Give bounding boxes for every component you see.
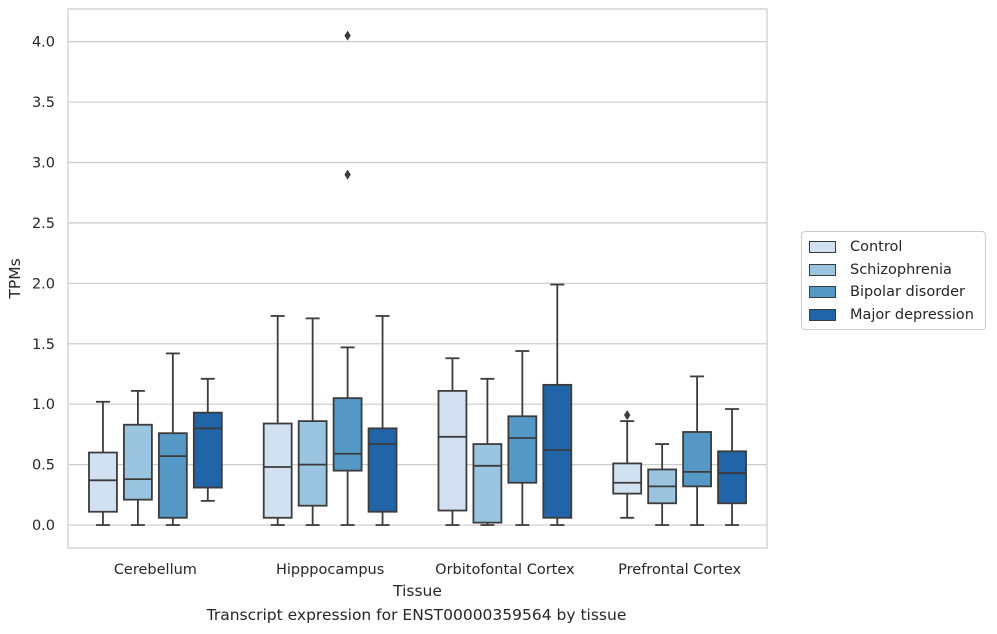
legend-swatch (809, 286, 836, 299)
legend-label: Schizophrenia (850, 261, 952, 278)
legend: Control Schizophrenia Bipolar disorder Majo… (801, 231, 986, 330)
y-tick-label: 0.5 (32, 458, 55, 474)
box-major-depression (717, 408, 747, 526)
iqr-box (612, 462, 643, 495)
iqr-box (367, 427, 398, 513)
outlier-point (344, 169, 351, 180)
iqr-box (332, 397, 363, 472)
legend-item: Control (802, 236, 985, 259)
x-tick-label: Prefrontal Cortex (618, 562, 741, 578)
box-control (262, 315, 293, 526)
box-schizophrenia (647, 443, 678, 526)
legend-item: Schizophrenia (802, 259, 985, 282)
iqr-box (682, 431, 712, 488)
iqr-box (542, 383, 573, 519)
y-tick-label: 3.0 (32, 155, 55, 171)
box-bipolar-disorder (332, 30, 363, 526)
outlier-point (344, 30, 351, 41)
y-axis: 0.0 0.5 1.0 1.5 2.0 2.5 3.0 3.5 4.0 (32, 35, 55, 534)
x-axis-label: Tissue (392, 582, 442, 600)
legend-label: Control (850, 239, 903, 256)
legend-swatch (809, 263, 836, 276)
y-tick-label: 4.0 (32, 35, 55, 51)
box-schizophrenia (472, 377, 503, 526)
iqr-box (472, 443, 503, 524)
legend-swatch (809, 308, 836, 321)
legend-swatch (809, 241, 836, 254)
box-major-depression (367, 315, 398, 526)
y-tick-label: 1.0 (32, 397, 55, 413)
box-schizophrenia (297, 317, 328, 526)
box-control (88, 400, 118, 526)
y-tick-label: 0.0 (32, 518, 55, 534)
legend-item: Bipolar disorder (802, 281, 985, 304)
plot-area (88, 30, 747, 526)
legend-label: Bipolar disorder (850, 284, 965, 301)
iqr-box (262, 422, 293, 519)
y-axis-label: TPMs (6, 258, 24, 299)
box-control (437, 357, 468, 526)
box-schizophrenia (123, 389, 153, 526)
iqr-box (157, 432, 188, 519)
iqr-box (192, 411, 223, 489)
iqr-box (123, 423, 153, 501)
iqr-box (88, 451, 118, 513)
legend-item: Major depression (802, 304, 985, 327)
y-tick-label: 1.5 (32, 337, 55, 353)
box-major-depression (192, 377, 223, 502)
iqr-box (297, 420, 328, 507)
y-tick-label: 2.0 (32, 276, 55, 292)
x-tick-label: Orbitofontal Cortex (435, 562, 575, 578)
box-bipolar-disorder (507, 350, 538, 526)
box-bipolar-disorder (157, 352, 188, 526)
iqr-box (437, 389, 468, 512)
x-axis: Cerebellum Hipppocampus Orbitofontal Corte… (114, 562, 742, 578)
legend-label: Major depression (850, 306, 974, 323)
x-tick-label: Cerebellum (114, 562, 197, 578)
y-tick-label: 3.5 (32, 95, 55, 111)
figure-caption: Transcript expression for ENST0000035956… (206, 606, 627, 624)
outlier-point (624, 410, 631, 421)
x-tick-label: Hipppocampus (276, 562, 384, 578)
box-bipolar-disorder (682, 375, 712, 526)
y-tick-label: 2.5 (32, 216, 55, 232)
iqr-box (507, 415, 538, 484)
box-control (612, 410, 643, 519)
plot-frame (67, 8, 768, 549)
iqr-box (717, 450, 747, 505)
box-major-depression (542, 283, 573, 526)
